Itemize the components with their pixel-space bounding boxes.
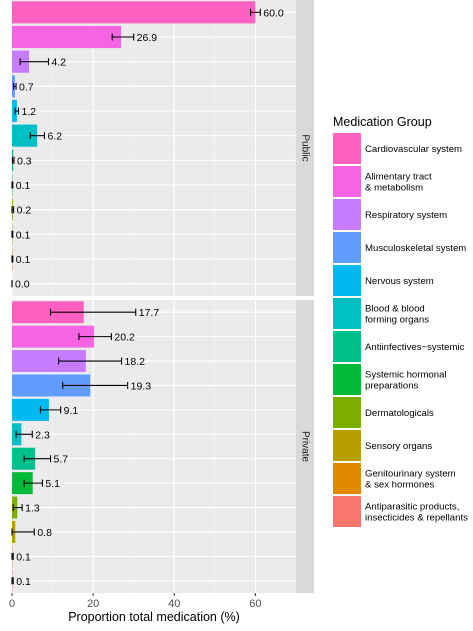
legend-swatch	[333, 430, 361, 461]
legend-label-line: & sex hormones	[365, 480, 435, 491]
legend-swatch	[333, 463, 361, 494]
legend-label-line: Respiratory system	[365, 210, 447, 221]
data-label: 6.2	[47, 131, 62, 143]
data-label: 18.2	[125, 356, 146, 368]
x-axis-label: Proportion total medication (%)	[68, 610, 240, 624]
legend-label-line: preparations	[365, 381, 419, 392]
legend-swatch	[333, 133, 361, 164]
legend-swatch	[333, 397, 361, 428]
data-label: 0.1	[16, 254, 31, 266]
legend-label-line: Dermatologicals	[365, 408, 434, 419]
data-label: 4.2	[52, 57, 67, 69]
x-tick-label: 0	[9, 598, 15, 610]
data-label: 26.9	[137, 32, 158, 44]
legend-swatch	[333, 496, 361, 527]
data-label: 1.2	[21, 106, 36, 118]
legend-label-line: Antiinfectives−systemic	[365, 342, 465, 353]
legend-label: Nervous system	[365, 276, 434, 287]
legend-label-line: Antiparasitic products,	[365, 502, 459, 513]
legend-label-line: Musculoskeletal system	[365, 243, 466, 254]
legend-title: Medication Group	[333, 115, 432, 129]
legend-label: Musculoskeletal system	[365, 243, 466, 254]
x-tick-label: 60	[249, 598, 261, 610]
x-tick-label: 40	[168, 598, 180, 610]
legend-label-line: Genitourinary system	[365, 469, 456, 480]
data-label: 0.2	[17, 205, 32, 217]
legend-swatch	[333, 232, 361, 263]
legend-label-line: forming organs	[365, 315, 429, 326]
data-label: 0.1	[16, 551, 31, 563]
facet-label: Public	[299, 134, 310, 161]
bar	[12, 26, 121, 48]
data-label: 1.3	[25, 503, 40, 515]
legend-label: Cardiovascular system	[365, 144, 462, 155]
data-label: 9.1	[64, 405, 79, 417]
data-label: 5.7	[54, 454, 69, 466]
legend-label: Antiparasitic products,insecticides & re…	[365, 502, 468, 524]
legend-label: Respiratory system	[365, 210, 447, 221]
facet-label: Private	[299, 431, 310, 463]
legend-label-line: Sensory organs	[365, 441, 432, 452]
legend-swatch	[333, 265, 361, 296]
legend-label-line: Cardiovascular system	[365, 144, 462, 155]
legend-label: Antiinfectives−systemic	[365, 342, 465, 353]
legend-swatch	[333, 166, 361, 197]
data-label: 0.1	[16, 229, 31, 241]
legend: Medication Group Cardiovascular system Ali…	[333, 115, 468, 527]
data-label: 0.8	[37, 527, 52, 539]
legend-label: Sensory organs	[365, 441, 432, 452]
data-label: 60.0	[263, 7, 284, 19]
panel-private: 17.7 20.2 18.2 19.3 9.1 2.3 5.7 5.1 1.3 0.8 0.1 0.1…	[12, 300, 314, 593]
legend-swatch	[333, 364, 361, 395]
legend-label-line: insecticides & repellants	[365, 513, 468, 524]
bar	[12, 1, 255, 23]
legend-label-line: & metabolism	[365, 183, 423, 194]
data-label: 5.1	[45, 478, 60, 490]
legend-label: Dermatologicals	[365, 408, 434, 419]
data-label: 0.1	[16, 180, 31, 192]
legend-label-line: Blood & blood	[365, 304, 425, 315]
data-label: 19.3	[131, 380, 152, 392]
data-label: 0.0	[15, 279, 30, 291]
x-tick-label: 20	[87, 598, 99, 610]
legend-label-line: Alimentary tract	[365, 172, 432, 183]
panel-public: 60.0 26.9 4.2 0.7 1.2 6.2 0.3 0.1 0.2 0.1 0.1 0.0 Pu…	[12, 0, 314, 296]
data-label: 17.7	[139, 307, 160, 319]
data-label: 2.3	[35, 429, 50, 441]
data-label: 20.2	[114, 332, 135, 344]
data-label: 0.7	[19, 81, 34, 93]
data-label: 0.3	[17, 155, 32, 167]
legend-label-line: Nervous system	[365, 276, 434, 287]
legend-swatch	[333, 331, 361, 362]
data-label: 0.1	[16, 576, 31, 588]
legend-label: Genitourinary system& sex hormones	[365, 469, 456, 491]
legend-label: Alimentary tract& metabolism	[365, 172, 432, 194]
legend-swatch	[333, 298, 361, 329]
legend-label-line: Systemic hormonal	[365, 370, 447, 381]
legend-swatch	[333, 199, 361, 230]
